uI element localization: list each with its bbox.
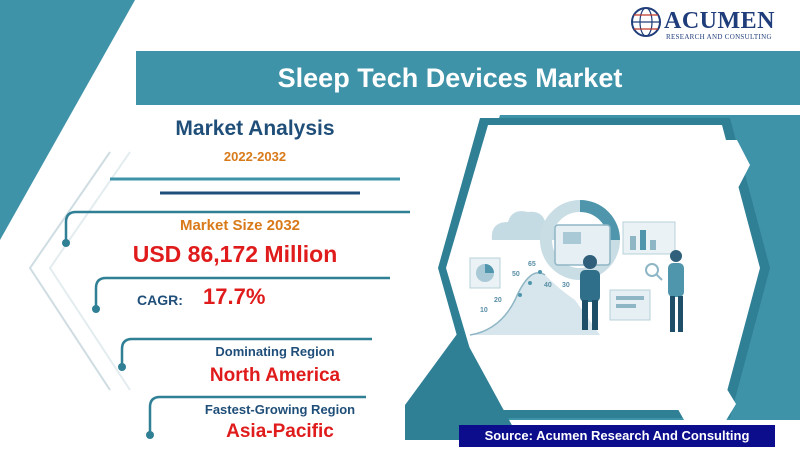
bracket-dot-2: [92, 305, 100, 313]
bottom-wedge: [405, 330, 520, 440]
analytics-illustration: 65 50 40 30 20 10: [469, 200, 684, 336]
bracket-dominating: [120, 337, 372, 364]
forecast-period: 2022-2032: [223, 149, 287, 164]
illustration-number-20: 20: [494, 297, 502, 304]
illustration-number-65: 65: [528, 261, 536, 268]
market-size-value: USD 86,172 Million: [132, 241, 338, 267]
logo-subtitle: RESEARCH AND CONSULTING: [666, 33, 772, 41]
globe-icon: [631, 7, 661, 37]
dominating-region-value: North America: [209, 365, 341, 386]
illustration-number-10: 10: [480, 307, 488, 314]
market-size-label: Market Size 2032: [179, 217, 301, 234]
bracket-fastest: [148, 395, 366, 432]
small-hexagon-bottom: [675, 381, 736, 427]
dominating-region-label: Dominating Region: [215, 344, 335, 359]
illustration-number-40: 40: [544, 282, 552, 289]
market-analysis-heading: Market Analysis: [175, 117, 335, 140]
cagr-value: 17.7%: [203, 284, 266, 309]
source-caption: Source: Acumen Research And Consulting: [459, 425, 775, 447]
bracket-dot-4: [146, 431, 154, 439]
bracket-dot-1: [62, 239, 70, 247]
logo-wordmark: ACUMEN: [664, 8, 775, 34]
left-arrow-outline-2: [48, 151, 131, 391]
illustration-number-50: 50: [512, 271, 520, 278]
page-title: Sleep Tech Devices Market: [277, 63, 623, 93]
acumen-logo: ACUMEN RESEARCH AND CONSULTING: [628, 6, 798, 42]
corner-triangle: [0, 0, 135, 240]
left-arrow-outline: [28, 151, 111, 391]
fastest-growing-region-label: Fastest-Growing Region: [204, 402, 356, 417]
small-hexagon-top: [690, 140, 750, 190]
title-banner-bg: [136, 51, 800, 105]
illustration-number-30: 30: [562, 282, 570, 289]
bracket-dot-3: [118, 363, 126, 371]
bracket-cagr: [94, 276, 390, 306]
fastest-growing-region-value: Asia-Pacific: [226, 421, 334, 442]
cagr-label: CAGR:: [137, 292, 183, 308]
bracket-market-size: [64, 210, 410, 240]
